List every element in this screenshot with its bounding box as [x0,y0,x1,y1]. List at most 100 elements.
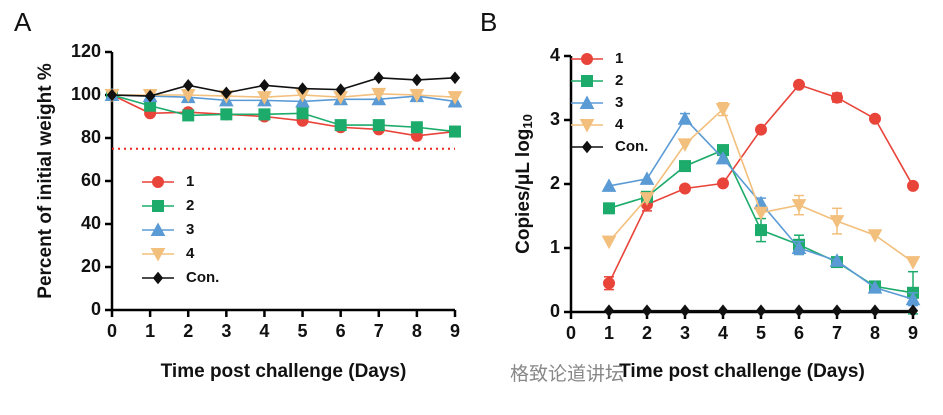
legend-label: 1 [615,50,623,67]
marker [411,73,423,87]
y-axis-label-text: Copies/μL log [513,129,534,254]
x-tick-label: 9 [450,321,460,341]
marker [410,121,423,134]
x-tick-label: 8 [870,323,880,343]
marker [409,89,425,103]
marker [106,88,118,102]
marker [791,240,807,254]
x-tick-label: 2 [642,323,652,343]
series-line [608,83,914,284]
marker [639,192,655,206]
y-axis-label: Copies/μL log10 [513,114,535,254]
marker [755,123,767,136]
x-axis-label: Time post challenge (Days) [161,361,407,382]
x-tick-label: 0 [566,323,576,343]
legend-marker [581,75,593,87]
marker [449,71,461,85]
marker [715,150,731,165]
marker [753,206,769,221]
marker [182,109,195,122]
legend-marker [152,176,164,188]
x-tick-label: 9 [908,323,918,343]
marker [603,277,615,290]
y-axis-label: Percent of initial weight % [35,63,56,299]
marker [371,87,387,102]
legend-marker [152,200,164,212]
legend-label: Con. [186,269,219,286]
x-tick-label: 1 [145,321,155,341]
marker [717,304,729,318]
x-tick-label: 3 [221,321,231,341]
legend-label: 3 [615,94,623,111]
marker [829,215,845,229]
x-axis-label: Time post challenge (Days) [619,361,865,382]
y-tick-label: 60 [81,170,101,190]
series-line [111,76,456,97]
marker [259,79,270,92]
marker [603,202,615,215]
marker [679,182,691,195]
marker [258,108,271,121]
y-tick-label: 0 [91,299,101,319]
marker [907,179,919,192]
y-tick-label: 4 [550,45,560,65]
legend-marker [581,140,593,154]
x-tick-label: 6 [336,321,346,341]
y-tick-label: 1 [550,237,560,257]
x-tick-label: 7 [832,323,842,343]
legend-marker [150,222,166,236]
marker [183,79,194,92]
x-tick-label: 3 [680,323,690,343]
y-tick-label: 120 [71,41,101,61]
legend-marker [579,95,595,109]
marker [907,304,919,318]
marker [639,171,655,185]
legend-label: 4 [615,116,624,133]
marker [220,108,233,121]
marker [869,112,881,125]
marker [715,103,731,117]
marker [372,119,385,132]
panel-letter: B [480,7,497,37]
marker [829,253,845,267]
marker [869,304,881,318]
x-tick-label: 4 [718,323,728,343]
legend-label: 2 [186,197,194,214]
y-tick-label: 2 [550,173,560,193]
marker [601,235,617,250]
x-tick-label: 5 [756,323,766,343]
panel-letter: A [14,7,32,37]
marker [677,111,693,125]
x-tick-label: 0 [107,321,117,341]
marker [867,229,883,243]
legend-marker [581,53,593,65]
y-tick-label: 3 [550,109,560,129]
series-line [111,94,456,133]
x-tick-label: 6 [794,323,804,343]
y-axis-label-sub: 10 [520,114,535,128]
marker [296,107,309,120]
marker [297,82,308,95]
marker [334,119,347,132]
marker [677,138,693,152]
marker [831,304,843,318]
legend-label: Con. [615,138,648,155]
x-tick-label: 2 [183,321,193,341]
marker [755,224,767,237]
legend-label: 2 [615,72,623,89]
marker [791,199,807,213]
marker [679,160,691,173]
y-axis-label-text: Percent of initial weight % [35,63,56,299]
x-tick-label: 5 [298,321,308,341]
x-tick-label: 7 [374,321,384,341]
series-line [111,94,456,137]
marker [641,304,653,318]
marker [905,256,921,270]
marker [603,304,615,318]
marker [449,125,461,138]
marker [447,91,463,105]
marker [221,86,232,100]
marker [679,304,691,318]
marker [867,280,883,294]
